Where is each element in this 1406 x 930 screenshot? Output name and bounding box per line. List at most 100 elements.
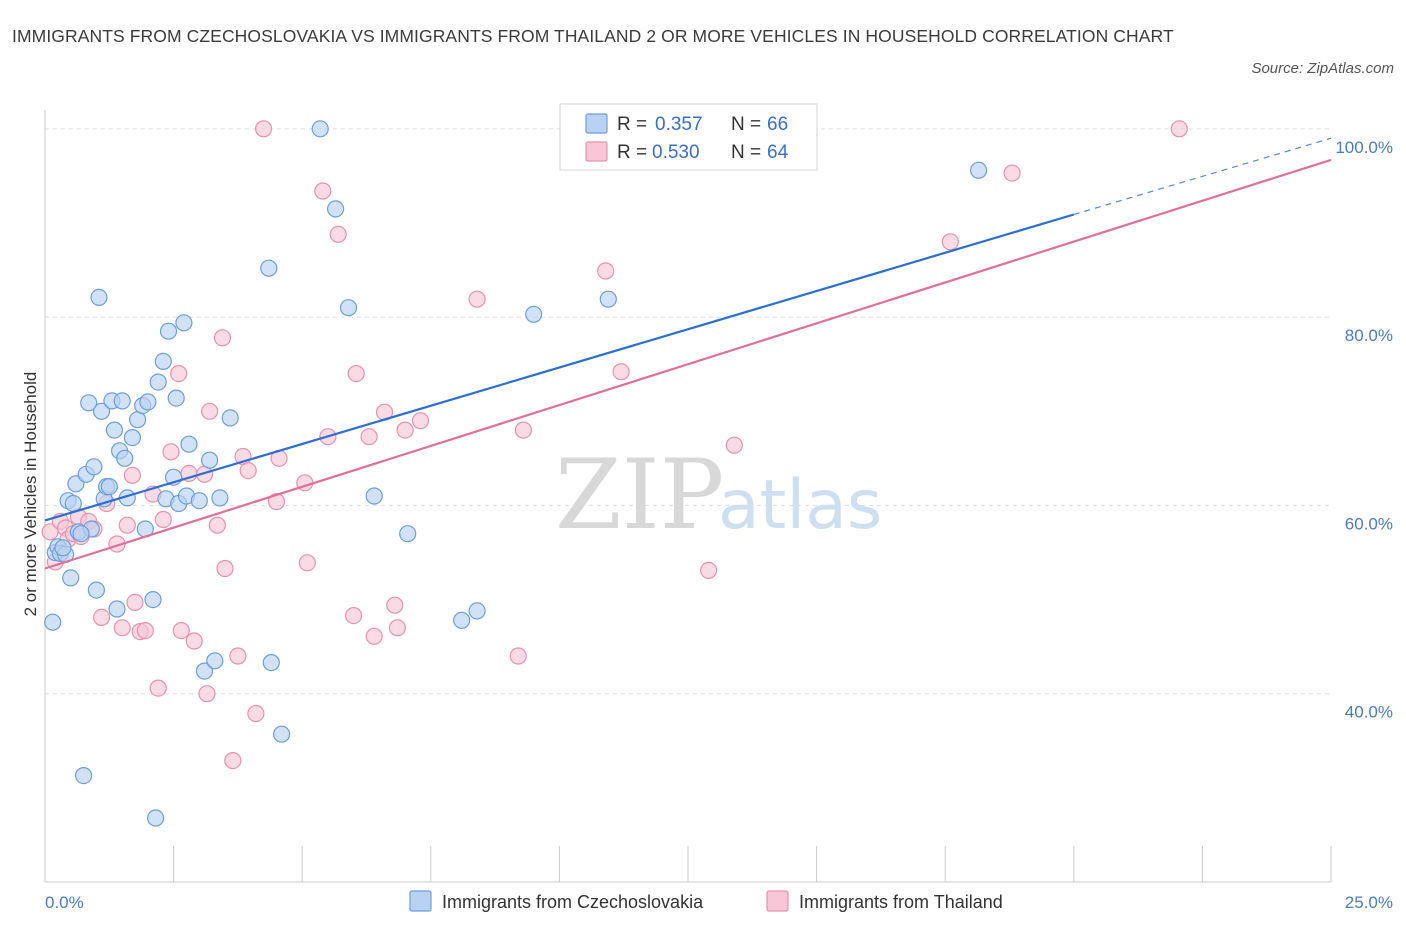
thailand-point [267,493,286,511]
thailand-point [298,554,316,572]
czechoslovakia-point [87,581,106,599]
thailand-point [213,329,232,347]
czechoslovakia-point [206,652,224,670]
thailand-point [208,516,226,534]
thailand-point [247,704,265,723]
czechoslovakia-point [190,492,208,510]
thailand-point [468,290,486,308]
thailand-point [612,363,630,381]
czechoslovakia-point [273,725,291,743]
czechoslovakia-point [123,429,141,447]
thailand-point [597,262,615,280]
watermark-zip: ZIP [555,439,724,551]
thailand-point [345,606,363,625]
czechoslovakia-point [167,389,185,407]
chart-title: IMMIGRANTS FROM CZECHOSLOVAKIA VS IMMIGR… [12,26,1174,46]
thailand-trend-line [44,158,1332,570]
czechoslovakia-point [260,259,278,277]
thailand-point [149,679,167,697]
legend-entry-czechoslovakia: Immigrants from Czechoslovakia [442,892,704,912]
czechoslovakia-point [105,421,124,439]
y-tick-label: 100.0% [1335,138,1393,157]
czechoslovakia-point [399,525,417,543]
czechoslovakia-point [154,352,172,370]
czechoslovakia-point [211,489,229,507]
thailand-point [329,225,347,243]
thailand-point [154,510,172,529]
czechoslovakia-point [365,487,383,505]
data-points [41,120,1188,827]
legend-n-label: N = [731,142,761,163]
source-note: Source: ZipAtlas.com [1251,60,1394,77]
czechoslovakia-point [221,409,239,427]
czechoslovakia-point [453,611,471,629]
czechoslovakia-point [468,602,486,620]
czechoslovakia-trend-line [44,213,1075,522]
czechoslovakia-point [311,120,329,138]
thailand-point [509,647,527,665]
legend-n-value: 64 [767,142,789,163]
tick-labels: 40.0% 60.0% 80.0% 100.0% 0.0% 25.0% [45,138,1393,912]
thailand-point [365,627,383,645]
y-axis-label: 2 or more Vehicles in Household [21,372,40,617]
thailand-point [136,621,154,640]
thailand-point [229,647,247,665]
correlation-legend: R = 0.357 N = 66 R = 0.530 N = 64 [559,103,818,171]
czechoslovakia-point [144,590,162,609]
thailand-point [172,621,190,640]
legend-n-label: N = [731,114,761,135]
czechoslovakia-trend-extension [1073,137,1332,216]
czechoslovakia-point [62,569,80,587]
thailand-point [118,516,136,534]
thailand-point [201,402,219,420]
czechoslovakia-point [72,525,90,543]
czechoslovakia-point [90,288,108,306]
legend-r-label: R = [617,142,647,163]
thailand-point [386,596,404,614]
czechoslovakia-point [159,322,178,340]
watermark-atlas: atlas [718,466,882,545]
series-legend: Immigrants from Czechoslovakia Immigrant… [409,890,1003,912]
thailand-point [224,751,242,770]
thailand-point [314,182,332,200]
y-tick-label: 40.0% [1345,703,1393,722]
thailand-point [1170,120,1188,138]
y-tick-label: 80.0% [1345,326,1393,345]
legend-swatch-czechoslovakia [585,113,608,134]
legend-r-label: R = [617,114,647,135]
legend-entry-thailand: Immigrants from Thailand [799,892,1003,912]
czechoslovakia-point [147,809,165,827]
czechoslovakia-point [201,451,219,469]
czechoslovakia-point [339,299,358,317]
czechoslovakia-point [74,766,93,785]
czechoslovakia-point [92,402,111,420]
legend-swatch-thailand [585,141,608,162]
czechoslovakia-point [195,662,214,680]
legend-swatch-czechoslovakia [409,890,432,912]
thailand-point [198,685,216,703]
thailand-point [514,421,533,439]
czechoslovakia-point [139,393,157,411]
thailand-point [347,365,365,383]
thailand-point [239,462,257,480]
czechoslovakia-point [80,394,98,412]
thailand-point [1003,164,1021,182]
y-tick-label: 60.0% [1345,514,1393,533]
thailand-point [388,619,406,637]
thailand-point [126,593,144,612]
czechoslovakia-point [327,200,345,218]
thailand-point [360,428,378,446]
thailand-point [699,561,718,580]
thailand-point [92,608,111,627]
czechoslovakia-point [149,373,167,391]
czechoslovakia-point [113,392,131,410]
czechoslovakia-point [64,494,82,513]
czechoslovakia-point [108,600,126,618]
czechoslovakia-point [54,539,72,557]
thailand-point [725,436,743,454]
legend-n-value: 66 [767,114,788,135]
thailand-point [396,421,414,439]
czechoslovakia-point [116,449,134,467]
legend-swatch-thailand [766,890,789,912]
legend-r-value: 0.530 [652,142,700,163]
